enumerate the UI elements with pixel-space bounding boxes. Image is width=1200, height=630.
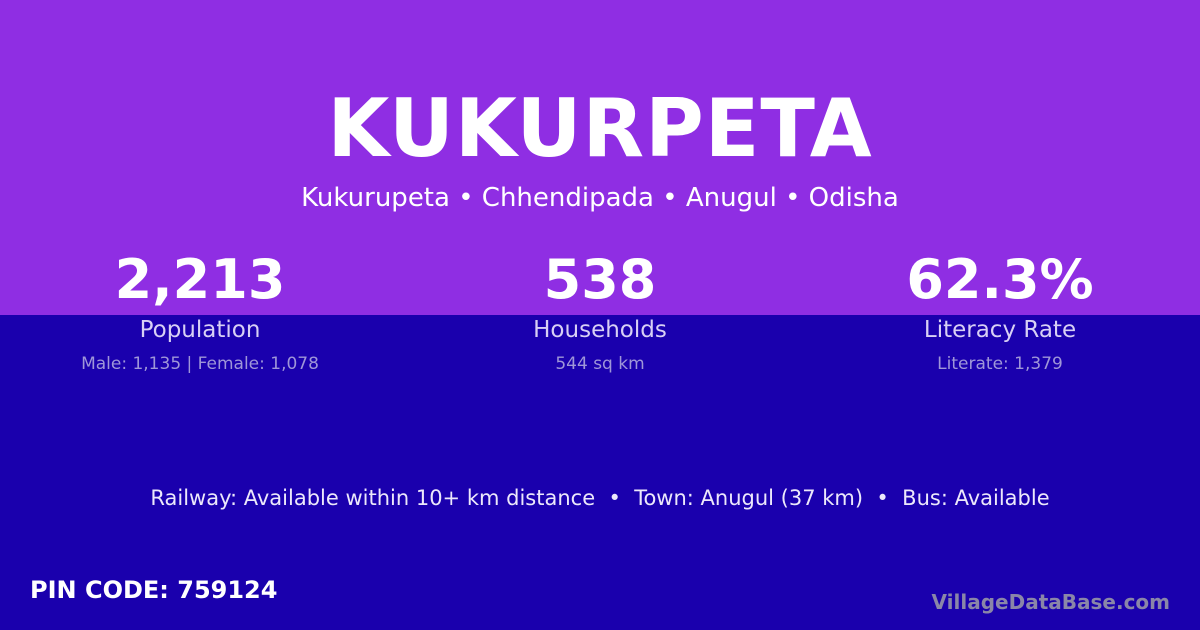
brand-watermark: VillageDataBase.com xyxy=(931,590,1170,614)
header-band xyxy=(0,0,1200,315)
location-breadcrumb: Kukurupeta • Chhendipada • Anugul • Odis… xyxy=(301,183,899,213)
stat-value: 2,213 xyxy=(114,248,286,311)
stat-value: 62.3% xyxy=(906,248,1094,311)
stat-value: 538 xyxy=(543,248,657,311)
connectivity-info: Railway: Available within 10+ km distanc… xyxy=(150,486,1050,510)
body-band xyxy=(0,315,1200,630)
stat-label: Population xyxy=(139,317,261,343)
stat-households: 538 Households 544 sq km xyxy=(400,248,800,374)
stat-detail: Literate: 1,379 xyxy=(937,354,1063,374)
pin-code: PIN CODE: 759124 xyxy=(30,576,278,604)
stat-population: 2,213 Population Male: 1,135 | Female: 1… xyxy=(0,248,400,374)
village-title: KUKURPETA xyxy=(327,82,873,175)
stat-detail: 544 sq km xyxy=(555,354,645,374)
stat-label: Literacy Rate xyxy=(923,317,1077,343)
stat-label: Households xyxy=(533,317,667,343)
stat-literacy: 62.3% Literacy Rate Literate: 1,379 xyxy=(800,248,1200,374)
stat-detail: Male: 1,135 | Female: 1,078 xyxy=(81,354,319,374)
